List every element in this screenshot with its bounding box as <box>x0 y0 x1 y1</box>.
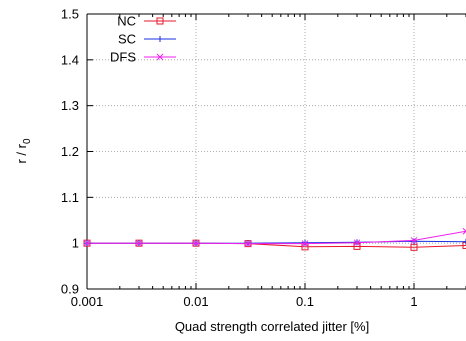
legend-marker <box>156 53 164 61</box>
y-tick-label: 1.3 <box>61 98 79 113</box>
legend-label: SC <box>118 32 136 47</box>
y-tick-label: 1.1 <box>61 190 79 205</box>
legend-marker <box>156 17 164 25</box>
y-tick-label: 0.9 <box>61 282 79 297</box>
series-layer <box>83 227 466 251</box>
x-axis-title: Quad strength correlated jitter [%] <box>175 319 369 334</box>
y-axis-title: r / r0 <box>14 138 33 164</box>
series-line <box>87 230 466 245</box>
x-tick-label: 0.01 <box>183 294 208 309</box>
grid <box>87 14 466 289</box>
legend-label: NC <box>117 14 136 29</box>
data-point <box>83 239 91 247</box>
series-dfs <box>83 227 466 247</box>
y-tick-label: 1.5 <box>61 7 79 22</box>
legend-label: DFS <box>110 50 136 65</box>
y-axis-title-sub: 0 <box>22 138 33 144</box>
data-point <box>410 237 418 244</box>
x-tick-label: 0.001 <box>71 294 104 309</box>
data-point <box>192 239 200 247</box>
data-point <box>135 239 143 247</box>
legend: NC SC DFS <box>110 14 176 65</box>
x-tick-label: 0.1 <box>296 294 314 309</box>
data-point <box>463 238 466 245</box>
data-point <box>353 239 361 247</box>
y-tick-label: 1.4 <box>61 52 79 67</box>
x-tick-label: 1 <box>410 294 417 309</box>
data-point <box>410 238 417 245</box>
legend-marker <box>157 36 163 42</box>
y-tick-label: 1 <box>72 236 79 251</box>
data-point <box>462 241 466 249</box>
data-point <box>301 239 308 246</box>
y-tick-label: 1.2 <box>61 144 79 159</box>
y-axis-title-main: r / r <box>14 143 29 163</box>
data-point <box>462 227 466 235</box>
data-point <box>244 240 252 247</box>
data-point <box>301 240 309 247</box>
